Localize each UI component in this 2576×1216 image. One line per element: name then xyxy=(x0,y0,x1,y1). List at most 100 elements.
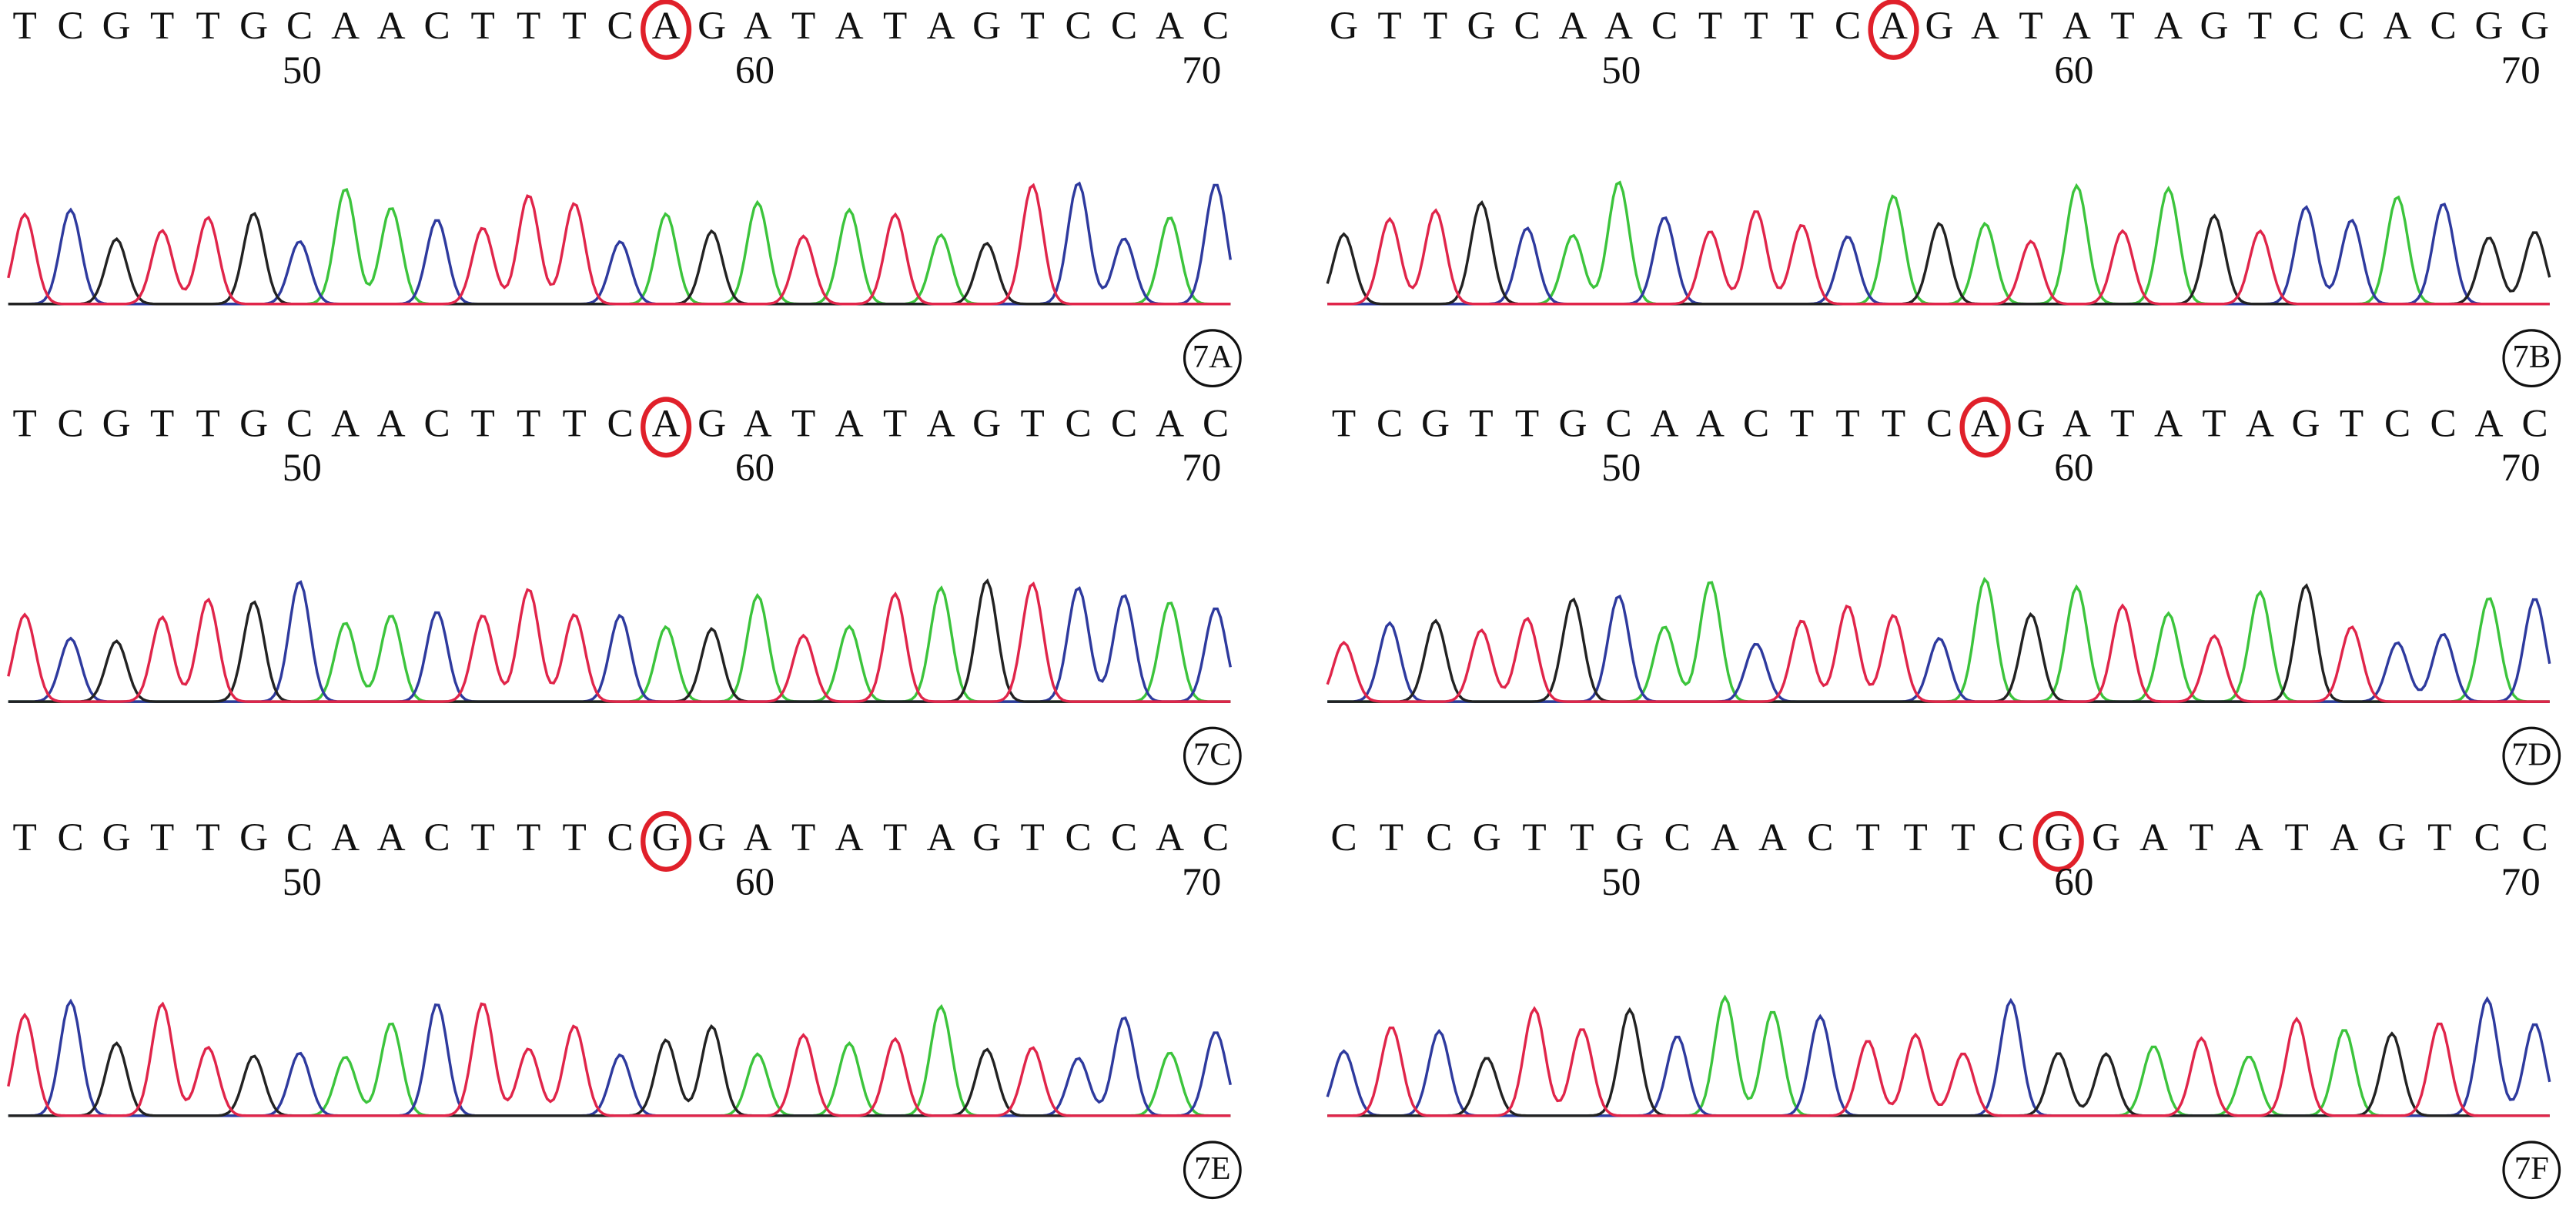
panel-label: 7C xyxy=(1193,736,1232,772)
base-letter: A xyxy=(835,4,864,48)
base-letter: C xyxy=(424,4,450,48)
base-letter: C xyxy=(1203,816,1229,859)
base-letter: C xyxy=(1203,4,1229,48)
position-number: 60 xyxy=(2054,446,2093,490)
trace xyxy=(7,1001,1231,1117)
base-letter: C xyxy=(58,816,84,859)
base-letter: A xyxy=(1604,4,1633,48)
base-letter: A xyxy=(2139,816,2168,859)
panel-label: 7B xyxy=(2512,339,2551,375)
base-letter: T xyxy=(2427,816,2451,859)
base-letter: T xyxy=(470,4,494,48)
base-letter: T xyxy=(150,402,174,446)
base-letter: T xyxy=(1377,4,1401,48)
panel-label: 7D xyxy=(2511,736,2551,772)
base-letter: C xyxy=(1066,4,1092,48)
trace xyxy=(1327,203,2550,306)
base-letter: G xyxy=(1421,402,1450,446)
base-letter: G xyxy=(1559,402,1587,446)
base-letter: G xyxy=(239,816,268,859)
base-letter: T xyxy=(12,4,36,48)
base-letter: A xyxy=(2330,816,2359,859)
base-letter: T xyxy=(1790,402,1814,446)
base-letter: T xyxy=(883,816,907,859)
base-letter: A xyxy=(927,4,955,48)
trace xyxy=(1326,996,2551,1117)
base-letter: A xyxy=(1559,4,1587,48)
base-letter: G xyxy=(1925,4,1954,48)
position-number: 70 xyxy=(1182,446,1221,490)
trace xyxy=(1327,1007,2550,1117)
base-letter: C xyxy=(607,4,634,48)
base-letter: C xyxy=(2293,4,2319,48)
base-letter: T xyxy=(150,816,174,859)
base-letter: T xyxy=(791,402,815,446)
trace xyxy=(1327,594,2551,703)
base-letter: A xyxy=(652,402,681,446)
base-letter: A xyxy=(927,816,955,859)
base-letter: G xyxy=(972,402,1001,446)
base-letter: T xyxy=(2285,816,2309,859)
base-letter: C xyxy=(1377,402,1403,446)
base-letter: T xyxy=(2110,402,2134,446)
base-letter: T xyxy=(1020,4,1044,48)
base-letter: C xyxy=(2430,4,2456,48)
base-letter: C xyxy=(1651,4,1678,48)
position-number: 50 xyxy=(283,446,322,490)
base-letter: T xyxy=(1332,402,1356,446)
base-letter: A xyxy=(835,402,864,446)
base-letter: C xyxy=(1066,402,1092,446)
base-letter: A xyxy=(744,4,772,48)
base-letter: A xyxy=(331,402,360,446)
base-letter: A xyxy=(1696,402,1725,446)
position-number: 60 xyxy=(2054,860,2093,904)
base-letter: T xyxy=(150,4,174,48)
base-letter: G xyxy=(102,402,131,446)
position-number: 50 xyxy=(283,49,322,92)
base-letter: T xyxy=(12,402,36,446)
base-letter: G xyxy=(698,4,726,48)
position-number: 50 xyxy=(1601,446,1641,490)
base-letter: C xyxy=(58,402,84,446)
base-letter: T xyxy=(1882,402,1905,446)
base-letter: A xyxy=(1879,4,1908,48)
base-letter: C xyxy=(1835,4,1861,48)
base-letter: G xyxy=(1615,816,1644,859)
trace xyxy=(8,188,1231,306)
base-letter: C xyxy=(1203,402,1229,446)
base-letter: C xyxy=(1426,816,1452,859)
panel-label: 7F xyxy=(2514,1151,2549,1187)
base-letter: A xyxy=(2154,402,2183,446)
base-letter: C xyxy=(286,816,313,859)
base-letter: T xyxy=(1380,816,1403,859)
base-letter: A xyxy=(331,4,360,48)
base-letter: A xyxy=(377,402,406,446)
panel-label: 7E xyxy=(1194,1151,1230,1187)
base-letter: C xyxy=(286,4,313,48)
base-letter: T xyxy=(1790,4,1814,48)
base-letter: G xyxy=(1473,816,1501,859)
highlight-circle xyxy=(641,811,692,872)
position-number: 70 xyxy=(1182,860,1221,904)
trace xyxy=(1326,603,2550,703)
base-letter: T xyxy=(196,402,219,446)
base-letter: T xyxy=(1469,402,1493,446)
base-letter: T xyxy=(517,4,540,48)
base-letter: T xyxy=(517,402,540,446)
base-letter: T xyxy=(791,816,815,859)
position-number: 60 xyxy=(735,860,774,904)
base-letter: C xyxy=(1111,4,1137,48)
base-letter: T xyxy=(1744,4,1768,48)
panel-label: 7A xyxy=(1193,339,1233,375)
base-letter: T xyxy=(562,4,586,48)
base-letter: A xyxy=(835,816,864,859)
base-letter: C xyxy=(1330,816,1357,859)
base-letter: C xyxy=(607,816,634,859)
base-letter: A xyxy=(2475,402,2504,446)
base-letter: C xyxy=(607,402,634,446)
